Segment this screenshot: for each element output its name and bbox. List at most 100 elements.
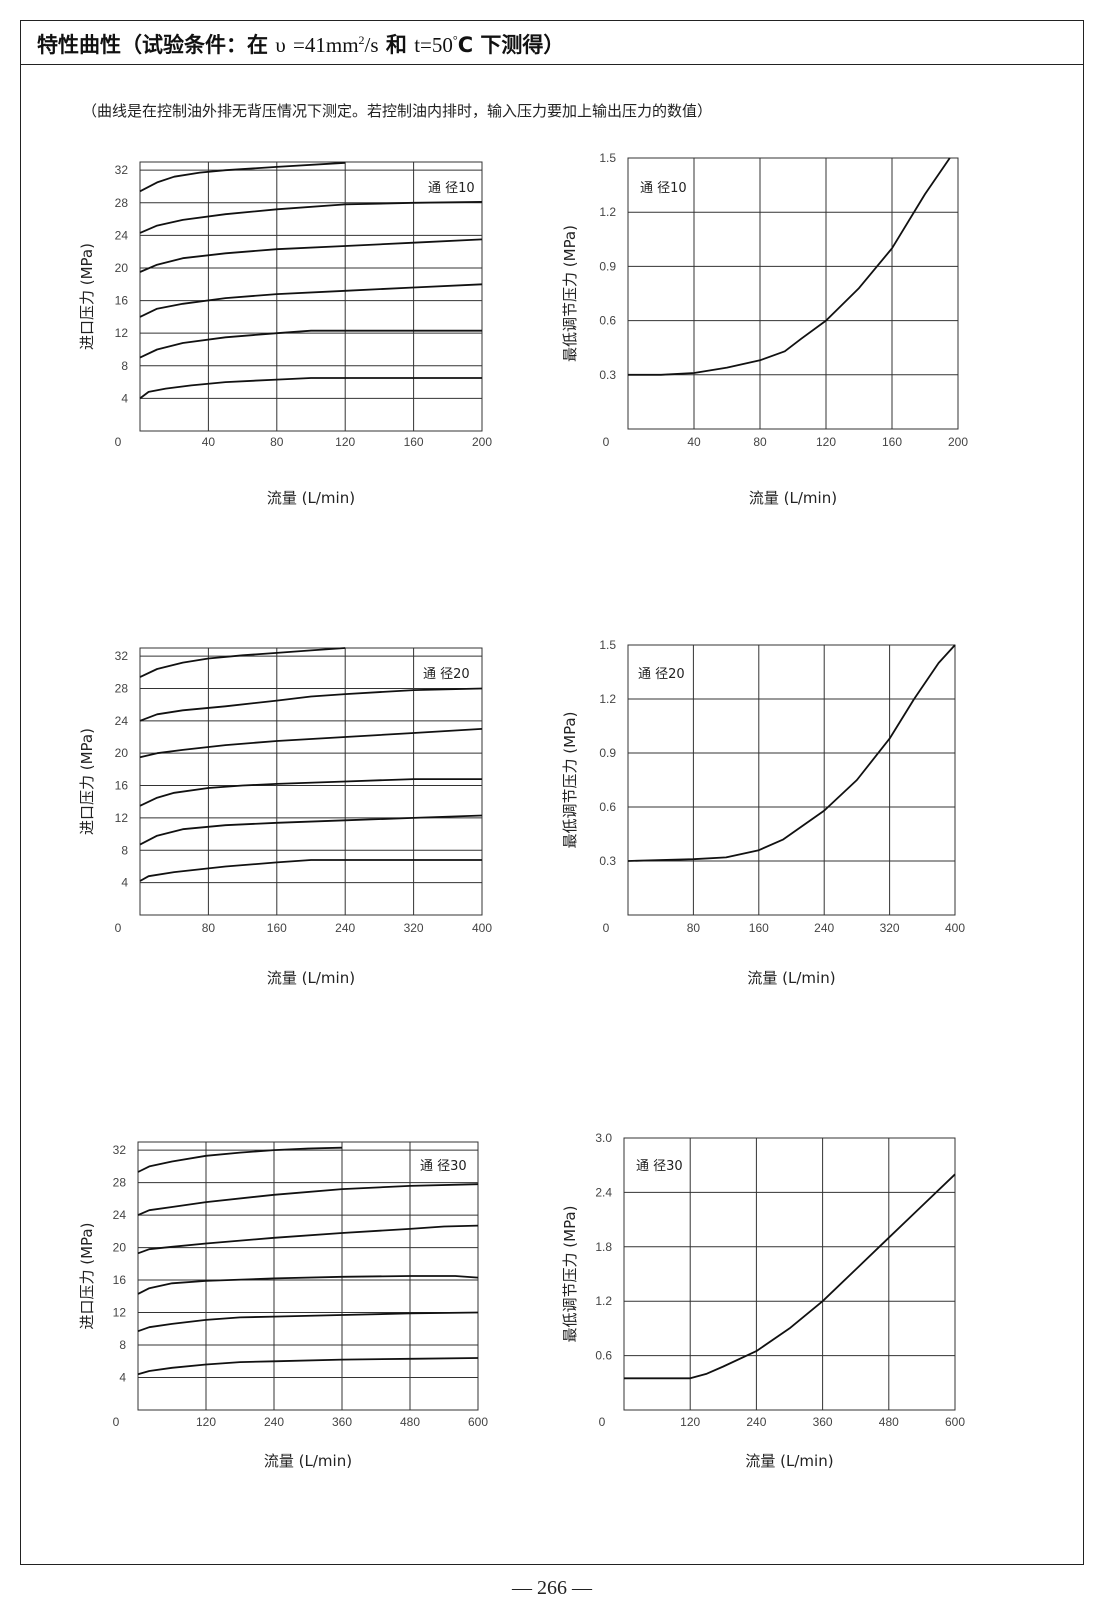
plot-area: [627, 644, 956, 916]
title-nu: υ: [275, 33, 286, 57]
title-nu-unit: /s: [364, 33, 379, 57]
x-tick-label: 200: [948, 435, 968, 449]
x-tick-label: 120: [335, 435, 355, 449]
x-tick-label: 80: [202, 921, 216, 935]
title-nu-sup: 2: [358, 33, 365, 47]
series-line-4: [139, 283, 483, 318]
y-axis-title: 进口压力 (MPa): [78, 1223, 96, 1330]
y-tick-label: 16: [113, 1273, 127, 1287]
plot-area: [139, 647, 483, 916]
y-axis-title: 进口压力 (MPa): [78, 728, 96, 835]
x-tick-label: 240: [746, 1415, 766, 1429]
y-tick-label: 8: [121, 359, 128, 373]
title-suffix: 下测得）: [480, 33, 565, 57]
x-tick-label: 160: [404, 435, 424, 449]
y-tick-label: 0.3: [599, 854, 616, 868]
x-tick-label: 0: [115, 921, 122, 935]
series-line-4: [137, 1275, 479, 1295]
y-tick-label: 8: [119, 1338, 126, 1352]
series-line-3: [139, 728, 483, 759]
series-line-1: [139, 161, 346, 193]
x-tick-label: 480: [400, 1415, 420, 1429]
series-line-6: [139, 859, 482, 882]
x-tick-label: 320: [404, 921, 424, 935]
y-tick-label: 0.6: [599, 800, 616, 814]
x-tick-label: 160: [882, 435, 902, 449]
x-tick-label: 600: [468, 1415, 488, 1429]
x-tick-label: 0: [603, 435, 610, 449]
x-tick-label: 0: [115, 435, 122, 449]
page-number: — 266 —: [512, 1577, 592, 1599]
series-line-5: [139, 329, 482, 359]
title-t-sup: °: [452, 33, 458, 47]
y-tick-label: 32: [115, 163, 129, 177]
page-title: 特性曲性（试验条件：在 υ =41mm2/s 和 t=50°C 下测得）: [37, 29, 564, 59]
y-tick-label: 3.0: [595, 1131, 612, 1145]
y-tick-label: 0.3: [599, 368, 616, 382]
title-t-unit: C: [457, 33, 474, 57]
series-line-2: [139, 687, 483, 722]
title-and: 和: [385, 33, 407, 57]
x-tick-label: 400: [945, 921, 965, 935]
x-axis-title: 流量 (L/min): [267, 489, 355, 507]
x-tick-label: 240: [814, 921, 834, 935]
x-tick-label: 240: [264, 1415, 284, 1429]
y-tick-label: 12: [115, 811, 129, 825]
x-tick-label: 240: [335, 921, 355, 935]
y-tick-label: 32: [115, 649, 129, 663]
y-tick-label: 0.6: [599, 314, 616, 328]
series-line-5: [139, 814, 483, 846]
series-line-1: [137, 1146, 343, 1173]
series-line-3: [137, 1224, 479, 1255]
y-tick-label: 28: [115, 196, 129, 210]
x-tick-label: 480: [879, 1415, 899, 1429]
y-tick-label: 28: [115, 681, 129, 695]
series-line-5: [137, 1311, 479, 1333]
plot-area: [627, 157, 959, 430]
x-tick-label: 80: [270, 435, 284, 449]
x-tick-label: 0: [603, 921, 610, 935]
y-tick-label: 8: [121, 843, 128, 857]
bore-size-label: 通 径20: [638, 667, 685, 682]
y-axis-title: 最低调节压力 (MPa): [561, 712, 579, 849]
series-line-6: [139, 377, 482, 400]
y-tick-label: 16: [115, 779, 129, 793]
y-tick-label: 0.6: [595, 1349, 612, 1363]
y-tick-label: 4: [121, 391, 128, 405]
y-tick-label: 24: [113, 1208, 127, 1222]
bore-size-label: 通 径20: [423, 667, 470, 682]
y-axis-title: 进口压力 (MPa): [78, 243, 96, 350]
y-tick-label: 20: [115, 261, 129, 275]
x-axis-title: 流量 (L/min): [264, 1452, 352, 1470]
x-tick-label: 0: [113, 1415, 120, 1429]
series-line-1: [139, 647, 346, 678]
title-nu-value: =41mm: [293, 33, 359, 57]
y-tick-label: 1.2: [599, 692, 616, 706]
y-tick-label: 20: [113, 1241, 127, 1255]
series-line-6: [137, 1357, 479, 1376]
y-tick-label: 0.9: [599, 259, 616, 273]
series-line-1: [627, 644, 956, 862]
series-line-2: [139, 201, 483, 234]
y-tick-label: 0.9: [599, 746, 616, 760]
x-tick-label: 120: [680, 1415, 700, 1429]
x-tick-label: 160: [267, 921, 287, 935]
y-tick-label: 24: [115, 714, 129, 728]
x-tick-label: 0: [599, 1415, 606, 1429]
test-note: （曲线是在控制油外排无背压情况下测定。若控制油内排时，输入压力要加上输出压力的数…: [82, 102, 713, 120]
y-tick-label: 1.5: [599, 151, 616, 165]
x-tick-label: 120: [196, 1415, 216, 1429]
x-tick-label: 200: [472, 435, 492, 449]
y-tick-label: 1.2: [595, 1294, 612, 1308]
y-tick-label: 12: [113, 1306, 127, 1320]
y-tick-label: 1.8: [595, 1240, 612, 1254]
y-axis-title: 最低调节压力 (MPa): [561, 1206, 579, 1343]
y-tick-label: 20: [115, 746, 129, 760]
y-tick-label: 4: [121, 876, 128, 890]
series-line-2: [137, 1183, 479, 1216]
